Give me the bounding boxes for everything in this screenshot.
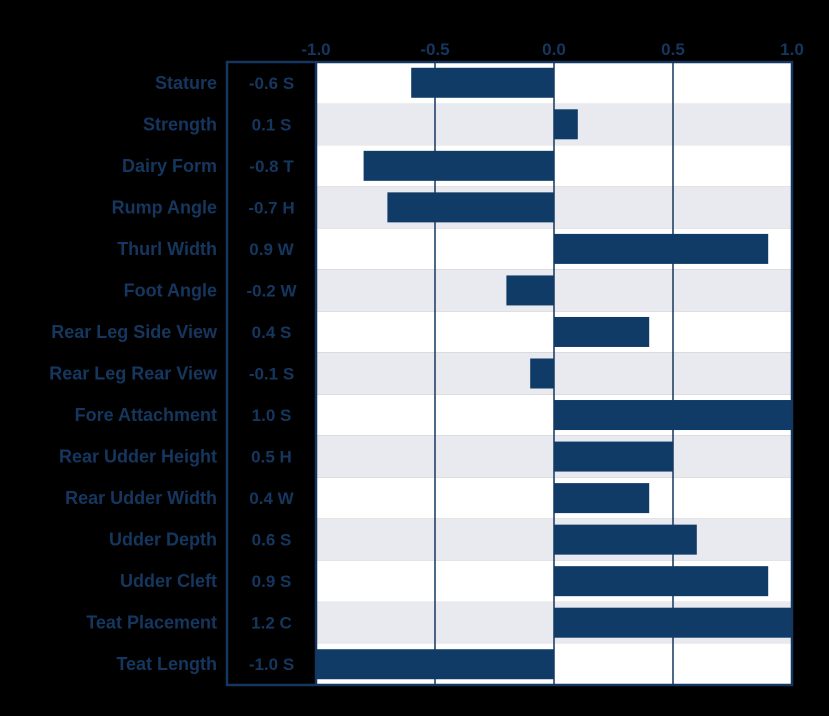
value-label: -0.6 S [249, 74, 294, 93]
trait-label: Udder Depth [109, 530, 217, 550]
row-band [227, 435, 792, 478]
value-label: 0.5 H [251, 448, 292, 467]
bar [554, 483, 650, 514]
bar [530, 358, 554, 389]
trait-label: Rear Udder Height [59, 447, 217, 467]
value-label: -0.1 S [249, 365, 294, 384]
bar [554, 400, 792, 431]
x-tick-label: -0.5 [420, 40, 449, 59]
trait-label: Rump Angle [112, 197, 217, 217]
x-axis-ticks: -1.0 -0.5 0.0 0.5 1.0 [301, 40, 803, 59]
value-label: 1.0 S [252, 406, 292, 425]
trait-labels: Stature Strength Dairy Form Rump Angle Thurl… [49, 73, 218, 674]
x-tick-label: 0.5 [661, 40, 685, 59]
value-label: -0.7 H [248, 198, 294, 217]
bar [554, 316, 650, 347]
bar [554, 566, 769, 597]
bar [554, 524, 697, 555]
value-label: -1.0 S [249, 655, 294, 674]
trait-label: Teat Placement [86, 613, 217, 633]
row-band [227, 477, 792, 519]
bars [316, 67, 792, 680]
row-band [227, 311, 792, 353]
chart-frame [225, 60, 794, 687]
row-band [227, 103, 792, 146]
trait-label: Thurl Width [117, 239, 217, 259]
bar [411, 67, 554, 98]
trait-label: Rear Udder Width [65, 488, 217, 508]
value-labels: -0.6 S 0.1 S -0.8 T -0.7 H 0.9 W -0.2 W 0.4 S -… [246, 74, 297, 674]
x-tick-label: -1.0 [301, 40, 330, 59]
trait-label: Stature [155, 73, 217, 93]
trait-label: Strength [143, 114, 217, 134]
value-label: 0.6 S [252, 531, 292, 550]
trait-label: Teat Length [116, 654, 217, 674]
value-label: 0.9 S [252, 572, 292, 591]
trait-label: Fore Attachment [75, 405, 217, 425]
bar [506, 275, 554, 306]
trait-label: Dairy Form [122, 156, 217, 176]
bar [363, 150, 554, 181]
bar [554, 607, 792, 638]
value-label: -0.8 T [249, 157, 294, 176]
bar [554, 441, 673, 472]
trait-label: Rear Leg Rear View [49, 364, 218, 384]
value-label: 0.9 W [249, 240, 294, 259]
bar [387, 192, 554, 223]
value-label: 0.1 S [252, 115, 292, 134]
bar [554, 233, 769, 264]
value-label: -0.2 W [246, 281, 297, 300]
x-tick-label: 0.0 [542, 40, 566, 59]
trait-label: Udder Cleft [120, 571, 217, 591]
row-band [227, 352, 792, 395]
value-label: 0.4 W [249, 489, 294, 508]
trait-label: Rear Leg Side View [51, 322, 218, 342]
value-label: 0.4 S [252, 323, 292, 342]
frame-border [225, 60, 794, 687]
bar [316, 649, 554, 680]
value-label: 1.2 C [251, 614, 292, 633]
x-tick-label: 1.0 [780, 40, 804, 59]
trait-label: Foot Angle [124, 280, 217, 300]
row-band [227, 518, 792, 561]
value-column-background [227, 62, 316, 685]
bar [554, 109, 578, 140]
